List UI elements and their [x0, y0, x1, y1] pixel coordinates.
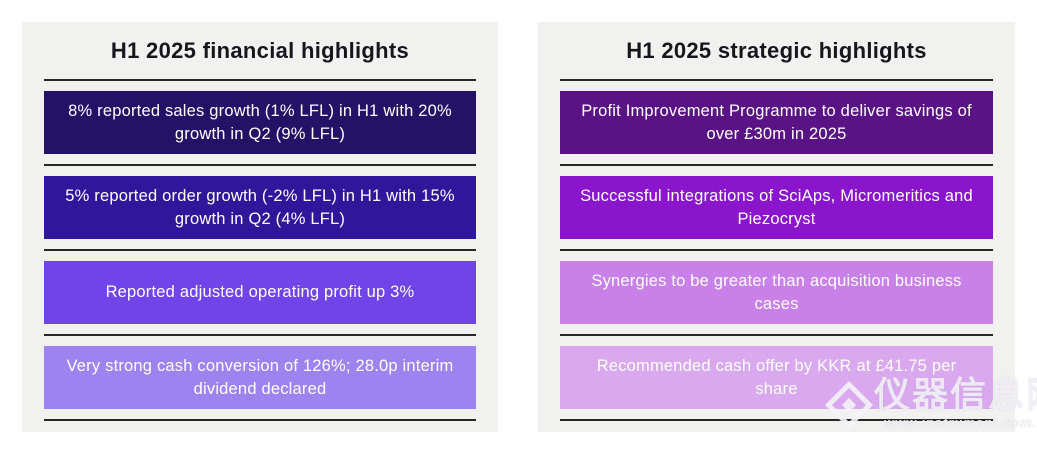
- strategic-box-4-text: Recommended cash offer by KKR at £41.75 …: [596, 357, 957, 398]
- divider: [560, 419, 993, 421]
- strategic-box-1-text: Profit Improvement Programme to deliver …: [581, 102, 972, 143]
- strategic-highlights-panel: H1 2025 strategic highlights Profit Impr…: [538, 22, 1015, 432]
- divider: [44, 334, 476, 336]
- financial-box-3-text: Reported adjusted operating profit up 3%: [105, 283, 415, 302]
- strategic-box-4: Recommended cash offer by KKR at £41.75 …: [560, 346, 993, 409]
- financial-box-3: Reported adjusted operating profit up 3%: [44, 261, 476, 324]
- divider: [560, 164, 993, 166]
- divider: [560, 79, 993, 81]
- divider: [44, 79, 476, 81]
- strategic-box-3: Synergies to be greater than acquisition…: [560, 261, 993, 324]
- financial-box-4-text: Very strong cash conversion of 126%; 28.…: [66, 357, 454, 398]
- strategic-box-3-text: Synergies to be greater than acquisition…: [591, 272, 962, 313]
- divider: [560, 249, 993, 251]
- divider: [44, 419, 476, 421]
- financial-box-4: Very strong cash conversion of 126%; 28.…: [44, 346, 476, 409]
- strategic-box-1: Profit Improvement Programme to deliver …: [560, 91, 993, 154]
- divider: [44, 249, 476, 251]
- financial-box-2-text: 5% reported order growth (-2% LFL) in H1…: [65, 187, 455, 228]
- divider: [560, 334, 993, 336]
- strategic-box-2: Successful integrations of SciAps, Micro…: [560, 176, 993, 239]
- financial-highlights-panel: H1 2025 financial highlights 8% reported…: [22, 22, 498, 432]
- financial-panel-title: H1 2025 financial highlights: [110, 37, 410, 63]
- strategic-box-2-text: Successful integrations of SciAps, Micro…: [580, 187, 973, 228]
- financial-box-1: 8% reported sales growth (1% LFL) in H1 …: [44, 91, 476, 154]
- financial-box-2: 5% reported order growth (-2% LFL) in H1…: [44, 176, 476, 239]
- financial-box-1-text: 8% reported sales growth (1% LFL) in H1 …: [68, 102, 452, 143]
- divider: [44, 164, 476, 166]
- strategic-panel-title: H1 2025 strategic highlights: [626, 37, 927, 63]
